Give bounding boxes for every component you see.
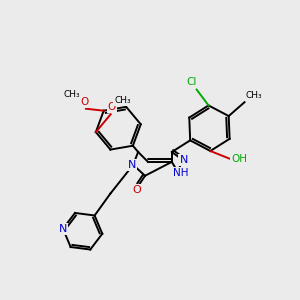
Text: NH: NH	[173, 168, 188, 178]
Text: OH: OH	[231, 154, 247, 164]
Text: O: O	[133, 184, 142, 195]
Text: CH₃: CH₃	[64, 90, 80, 99]
Text: O: O	[81, 97, 89, 107]
Text: N: N	[59, 224, 67, 234]
Text: CH₃: CH₃	[245, 91, 262, 100]
Text: N: N	[128, 160, 136, 170]
Text: O: O	[108, 102, 116, 112]
Text: CH₃: CH₃	[114, 96, 131, 105]
Text: N: N	[179, 155, 188, 165]
Text: Cl: Cl	[187, 77, 197, 87]
